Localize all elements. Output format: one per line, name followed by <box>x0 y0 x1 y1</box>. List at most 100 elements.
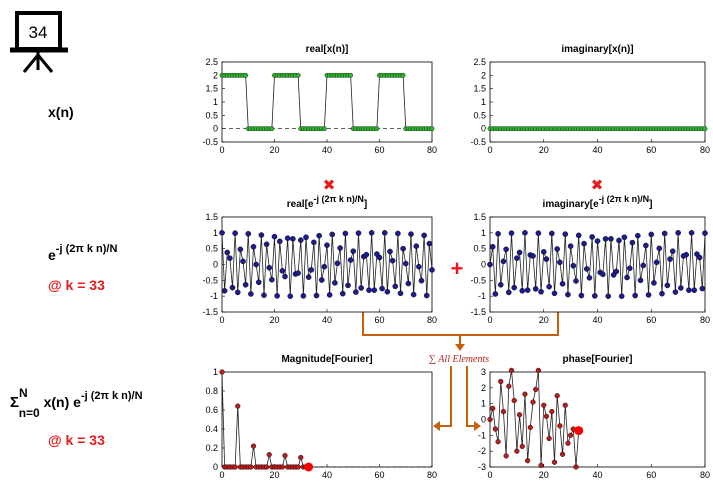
exp-power: -j (2π k n)/N <box>56 243 118 255</box>
y-tick-label: 1.5 <box>205 212 218 222</box>
exp-label: e-j (2π k n)/N <box>48 243 117 263</box>
data-point <box>503 246 509 253</box>
data-point <box>297 237 304 243</box>
chart-2: real[e-j (2π k n)/N] 0 20 40 60 80 1.5 1 0.5 0 -0.… <box>202 194 437 325</box>
y-tick-label: -2 <box>478 446 486 456</box>
charts-group: real[x(n)]0 20 40 60 802.521.510.50-0.5 imagi… <box>202 44 710 480</box>
data-point <box>376 254 383 261</box>
data-point <box>284 235 291 242</box>
data-point <box>345 282 351 289</box>
data-point <box>551 459 558 465</box>
data-point <box>565 440 571 446</box>
data-point <box>541 402 547 408</box>
data-point <box>565 291 571 298</box>
data-point <box>348 72 354 78</box>
chart-0: real[x(n)]0 20 40 60 802.521.510.50-0.5 <box>202 44 437 155</box>
data-point <box>305 274 312 280</box>
data-point <box>224 249 231 256</box>
x-tick-label: 80 <box>427 145 437 155</box>
data-point <box>264 464 270 470</box>
data-point <box>500 258 507 265</box>
y-tick-label: 2.5 <box>473 57 486 67</box>
k-note-2: @ k = 33 <box>48 432 105 448</box>
y-tick-label: 0 <box>481 124 486 134</box>
x-tick-label: 20 <box>269 145 279 155</box>
data-point <box>686 287 692 293</box>
data-point <box>581 240 587 247</box>
chart-title-main: real[e <box>287 199 314 210</box>
chart-3: imaginary[e-j (2π k n)/N] 0 20 40 60 80 1.5 1 0.… <box>470 194 710 325</box>
data-point <box>549 408 555 415</box>
data-point <box>227 255 233 261</box>
data-point <box>250 243 257 250</box>
data-point <box>410 291 417 298</box>
data-point <box>316 232 322 239</box>
y-tick-label: -0.5 <box>470 275 486 285</box>
data-point <box>514 448 520 454</box>
data-point <box>290 236 296 242</box>
data-point <box>235 403 241 409</box>
data-point <box>384 288 391 295</box>
data-point <box>321 263 328 270</box>
data-point <box>532 286 539 292</box>
data-point <box>546 435 552 442</box>
data-point <box>664 282 671 289</box>
data-point <box>342 230 349 237</box>
data-point <box>324 242 330 248</box>
data-point <box>381 230 388 236</box>
data-point <box>699 285 706 292</box>
y-tick-label: -3 <box>478 462 486 472</box>
data-point <box>554 393 560 399</box>
data-point <box>522 391 528 397</box>
data-point <box>543 256 550 262</box>
data-point <box>318 277 325 283</box>
sum-symbol: Σ <box>10 394 19 411</box>
sum-power: -j (2π k n)/N <box>81 390 143 402</box>
data-point <box>282 273 288 280</box>
data-point <box>568 432 574 438</box>
data-point <box>366 287 372 293</box>
data-point <box>661 230 668 237</box>
x-tick-label: 60 <box>374 470 384 480</box>
data-point <box>635 232 641 239</box>
y-tick-label: 1.5 <box>205 84 218 94</box>
data-point <box>605 293 612 299</box>
data-point <box>546 283 552 290</box>
data-point <box>645 292 652 298</box>
data-point <box>589 234 595 240</box>
data-point <box>533 386 539 393</box>
data-point <box>397 290 404 297</box>
data-point <box>245 230 252 237</box>
y-tick-label: 0.6 <box>205 405 218 415</box>
data-point <box>691 287 698 293</box>
data-point <box>530 399 536 405</box>
data-point <box>263 241 270 248</box>
data-point <box>311 239 317 246</box>
data-point <box>613 268 620 275</box>
data-point <box>573 278 579 284</box>
x-tick-label: 0 <box>487 315 492 325</box>
x-tick-label: 60 <box>374 315 384 325</box>
data-point <box>583 266 590 272</box>
data-point <box>626 265 633 272</box>
y-tick-label: -1 <box>210 291 218 301</box>
data-point <box>506 289 512 296</box>
plot-frame <box>221 371 433 468</box>
chart-title-main: imaginary[e <box>543 199 600 210</box>
data-point <box>332 280 338 286</box>
data-point <box>368 230 375 236</box>
sum-body: x(n) e <box>40 394 81 410</box>
x-tick-label: 80 <box>700 470 710 480</box>
data-point <box>522 230 528 236</box>
data-point <box>276 238 283 245</box>
data-point <box>508 230 515 236</box>
data-point <box>525 458 531 464</box>
data-point <box>387 248 393 255</box>
chart-title: imaginary[e-j (2π k n)/N] <box>543 194 653 210</box>
data-point <box>308 267 315 273</box>
y-tick-label: 1.5 <box>473 212 486 222</box>
data-point <box>600 271 606 278</box>
plus-icon: + <box>451 256 464 281</box>
chart-title: imaginary[x(n)] <box>561 44 633 55</box>
